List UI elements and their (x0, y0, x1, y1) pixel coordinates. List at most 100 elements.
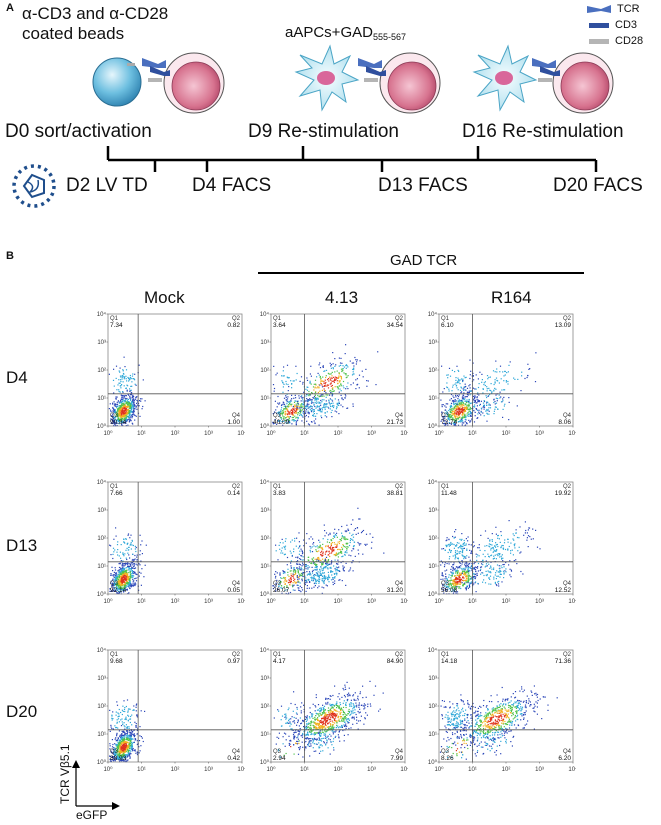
beads-caption-line2: coated beads (22, 24, 125, 43)
y-tick-label: 10¹ (428, 396, 437, 402)
quadrant-name-q4: Q4 (395, 581, 404, 587)
coated-bead-icon (92, 57, 142, 107)
x-tick-label: 10² (334, 767, 343, 773)
quadrant-name-q4: Q4 (395, 413, 404, 419)
quadrant-name-q3: Q3 (273, 581, 282, 587)
quadrant-name-q2: Q2 (563, 484, 572, 490)
aapc-caption: aAPCs+GAD555-567 (285, 24, 406, 42)
x-tick-label: 10² (171, 767, 180, 773)
flow-plot-canvas: 10⁰10⁰10¹10¹10²10²10³10³10⁴10⁴Q17.66Q20.… (97, 479, 245, 605)
flow-plot-canvas: 10⁰10⁰10¹10¹10²10²10³10³10⁴10⁴Q14.17Q284… (260, 647, 408, 773)
axis-arrows (72, 760, 120, 810)
y-tick-label: 10³ (97, 676, 106, 682)
timeline (106, 146, 598, 172)
quadrant-value-q4: 6.20 (558, 755, 571, 762)
panel-a-illustration (12, 44, 614, 208)
quadrant-value-q2: 34.54 (387, 322, 404, 329)
column-header-r164: R164 (491, 288, 532, 307)
quadrant-value-q1: 3.83 (273, 490, 286, 497)
quadrant-value-q4: 12.52 (555, 587, 572, 594)
aapc-main: aAPCs+GAD (285, 24, 373, 41)
quadrant-value-q1: 7.34 (110, 322, 123, 329)
quadrant-value-q4: 31.20 (387, 587, 404, 594)
y-tick-label: 10¹ (260, 564, 269, 570)
flow-plot-d20-r164: 10⁰10⁰10¹10¹10²10²10³10³10⁴10⁴Q114.18Q27… (421, 646, 576, 776)
quadrant-value-q1: 7.66 (110, 490, 123, 497)
y-tick-label: 10² (260, 536, 269, 542)
quadrant-value-q3: 8.26 (441, 755, 454, 762)
flow-plot-canvas: 10⁰10⁰10¹10¹10²10²10³10³10⁴10⁴Q114.18Q27… (428, 647, 576, 773)
y-tick-label: 10¹ (260, 732, 269, 738)
quadrant-value-q1: 14.18 (441, 658, 458, 665)
quadrant-name-q4: Q4 (563, 749, 572, 755)
row-header-d13: D13 (6, 536, 38, 555)
y-axis-label: TCR Vβ5.1 (58, 744, 72, 804)
y-tick-label: 10³ (260, 676, 269, 682)
y-tick-label: 10² (428, 704, 437, 710)
x-tick-label: 10¹ (468, 431, 477, 437)
t-cell-2-icon (358, 52, 441, 114)
y-tick-label: 10³ (428, 676, 437, 682)
flow-plot-canvas: 10⁰10⁰10¹10¹10²10²10³10³10⁴10⁴Q16.10Q213… (428, 311, 576, 437)
x-tick-label: 10¹ (300, 767, 309, 773)
t-cell-3-icon (532, 52, 614, 114)
flow-plot-canvas: 10⁰10⁰10¹10¹10²10²10³10³10⁴10⁴Q17.34Q20.… (97, 311, 245, 437)
y-tick-label: 10³ (97, 340, 106, 346)
step-d16: D16 Re-stimulation (462, 121, 624, 142)
beads-caption-line1: α-CD3 and α-CD28 (22, 4, 169, 23)
x-tick-label: 10¹ (468, 599, 477, 605)
quadrant-value-q2: 84.90 (387, 658, 404, 665)
y-tick-label: 10³ (428, 508, 437, 514)
x-tick-label: 10⁴ (400, 430, 408, 437)
flow-plot-d4-4-13: 10⁰10⁰10¹10¹10²10²10³10³10⁴10⁴Q13.64Q234… (253, 310, 408, 440)
cd28-swatch-icon (589, 38, 609, 44)
y-tick-label: 10² (260, 704, 269, 710)
x-axis-label: eGFP (76, 808, 108, 822)
x-tick-label: 10⁰ (103, 430, 113, 437)
y-tick-label: 10¹ (260, 396, 269, 402)
legend-label-cd28: CD28 (615, 35, 644, 47)
quadrant-name-q2: Q2 (395, 484, 404, 490)
cd3-swatch-icon (589, 22, 609, 28)
quadrant-value-q2: 0.82 (227, 322, 240, 329)
y-tick-label: 10⁴ (97, 479, 107, 486)
x-tick-label: 10³ (535, 599, 544, 605)
beads-caption: α-CD3 and α-CD28 coated beads (22, 4, 168, 44)
y-tick-label: 10⁴ (260, 479, 270, 486)
event-dots (440, 352, 537, 427)
y-tick-label: 10⁴ (428, 311, 438, 318)
legend: TCR CD3 CD28 (587, 1, 643, 49)
quadrant-value-q2: 0.14 (227, 490, 240, 497)
y-tick-label: 10² (428, 536, 437, 542)
x-tick-label: 10⁰ (103, 598, 113, 605)
quadrant-name-q2: Q2 (563, 652, 572, 658)
aapc-2-icon (472, 44, 538, 112)
plot-frame (270, 313, 406, 427)
y-tick-label: 10⁴ (428, 479, 438, 486)
flow-plot-d13-r164: 10⁰10⁰10¹10¹10²10²10³10³10⁴10⁴Q111.48Q21… (421, 478, 576, 608)
event-dots (439, 685, 558, 760)
y-tick-label: 10⁰ (260, 759, 270, 766)
row-header-d20: D20 (6, 702, 38, 721)
quadrant-value-q3: 40.09 (273, 419, 290, 426)
x-tick-label: 10⁴ (237, 430, 245, 437)
x-tick-label: 10⁰ (266, 598, 276, 605)
x-tick-label: 10⁰ (434, 430, 444, 437)
quadrant-name-q3: Q3 (441, 749, 450, 755)
y-tick-label: 10⁰ (428, 591, 438, 598)
x-tick-label: 10¹ (468, 767, 477, 773)
quadrant-value-q2: 38.81 (387, 490, 404, 497)
quadrant-value-q4: 0.05 (227, 587, 240, 594)
quadrant-name-q2: Q2 (395, 316, 404, 322)
x-tick-label: 10⁴ (400, 598, 408, 605)
x-tick-label: 10³ (535, 767, 544, 773)
y-tick-label: 10⁰ (97, 759, 107, 766)
y-tick-label: 10³ (428, 340, 437, 346)
quadrant-name-q1: Q1 (110, 484, 119, 490)
event-dots (109, 527, 147, 595)
y-tick-label: 10⁴ (260, 311, 270, 318)
lentivirus-icon (12, 164, 56, 208)
event-dots (108, 356, 146, 427)
x-tick-label: 10⁴ (568, 430, 576, 437)
quadrant-value-q1: 6.10 (441, 322, 454, 329)
